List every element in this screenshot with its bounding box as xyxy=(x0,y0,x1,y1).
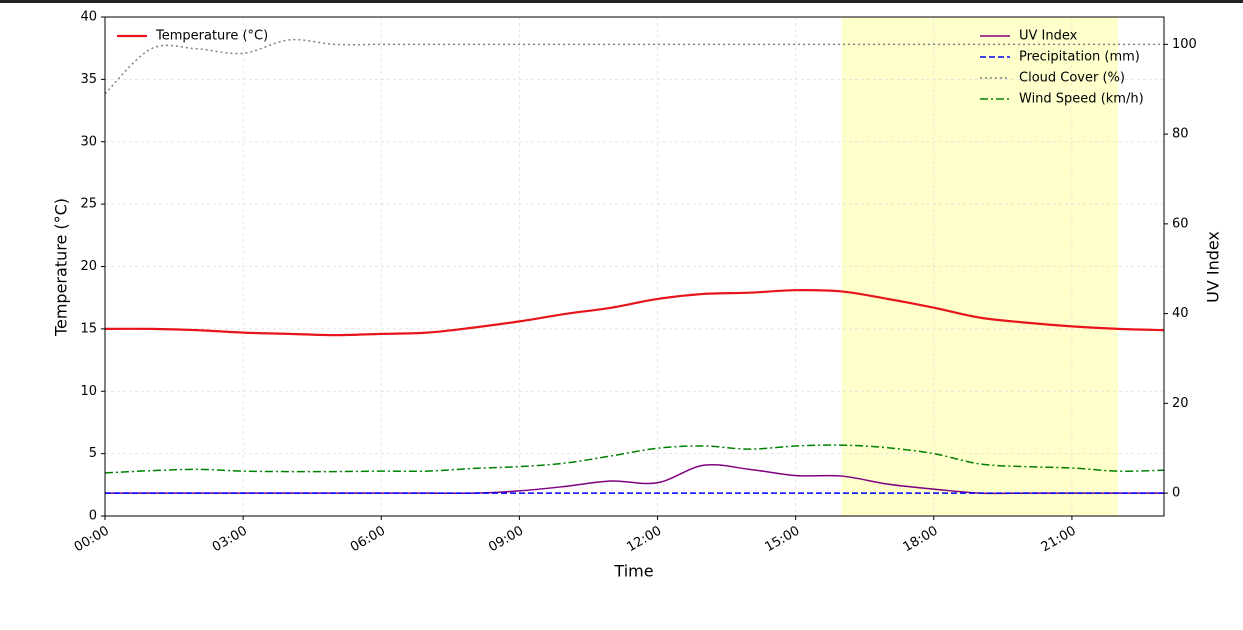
x-tick-label: 00:00 xyxy=(72,524,112,556)
y-axis-label: Temperature (°C) xyxy=(52,198,71,337)
y2-tick-label: 100 xyxy=(1172,37,1197,52)
y2-tick-label: 0 xyxy=(1172,486,1180,501)
y2-tick-label: 80 xyxy=(1172,127,1189,142)
legend-label: Cloud Cover (%) xyxy=(1019,71,1125,86)
x-axis-label: Time xyxy=(613,562,653,581)
legend-label: Wind Speed (km/h) xyxy=(1019,92,1144,107)
axes-frame xyxy=(104,16,1165,517)
legend-label: Precipitation (mm) xyxy=(1019,50,1140,65)
top-bar xyxy=(0,0,1243,3)
x-tick-label: 09:00 xyxy=(486,524,526,556)
y-tick-label: 0 xyxy=(89,509,97,524)
y-tick-label: 35 xyxy=(80,72,97,87)
y-tick-label: 20 xyxy=(80,259,97,274)
y2-tick-label: 40 xyxy=(1172,306,1189,321)
legend-label: UV Index xyxy=(1019,29,1078,44)
legend-label: Temperature (°C) xyxy=(155,29,268,44)
y-tick-label: 30 xyxy=(80,134,97,149)
series-line xyxy=(104,289,1165,337)
x-tick-label: 15:00 xyxy=(762,524,802,556)
y2-tick-label: 60 xyxy=(1172,216,1189,231)
y2-tick-label: 20 xyxy=(1172,396,1189,411)
x-tick-label: 12:00 xyxy=(624,524,664,556)
x-tick-label: 06:00 xyxy=(348,524,388,556)
y-tick-label: 15 xyxy=(80,321,97,336)
y-tick-label: 10 xyxy=(80,384,97,399)
y-tick-label: 40 xyxy=(80,10,97,25)
x-tick-label: 18:00 xyxy=(901,524,941,556)
y-tick-label: 5 xyxy=(89,446,97,461)
series-line xyxy=(104,444,1165,474)
y2-axis-label: UV Index xyxy=(1204,231,1223,303)
series-line xyxy=(104,38,1164,95)
x-tick-label: 21:00 xyxy=(1039,524,1079,556)
y-tick-label: 25 xyxy=(80,197,97,212)
x-tick-label: 03:00 xyxy=(210,524,250,556)
